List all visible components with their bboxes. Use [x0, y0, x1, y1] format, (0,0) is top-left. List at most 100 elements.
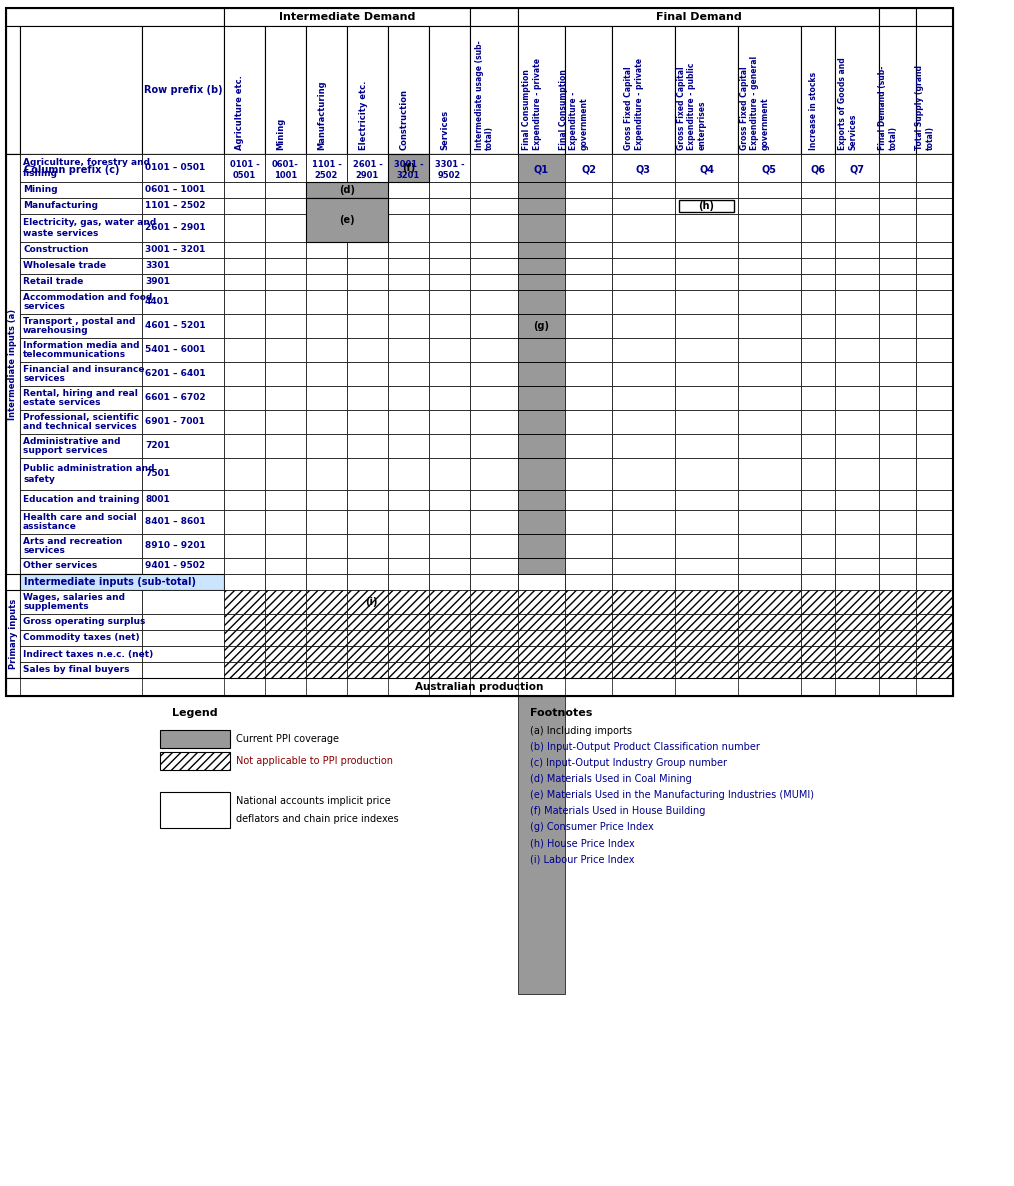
Bar [879, 213, 916, 242]
Bar [612, 614, 675, 630]
Bar [224, 274, 265, 291]
Bar [675, 242, 738, 259]
Bar [675, 534, 738, 557]
Bar [20, 589, 142, 614]
Bar [675, 557, 738, 574]
Bar [738, 557, 801, 574]
Bar [347, 410, 388, 434]
Bar [675, 385, 738, 410]
Text: Services: Services [440, 110, 449, 149]
Bar [612, 534, 675, 557]
Bar [801, 434, 835, 458]
Text: Agriculture etc.: Agriculture etc. [235, 75, 244, 149]
Bar [20, 338, 142, 362]
Text: 6601 – 6702: 6601 – 6702 [145, 394, 206, 402]
Bar [429, 510, 470, 534]
Bar [224, 662, 265, 678]
Bar [801, 338, 835, 362]
Bar [306, 181, 388, 198]
Bar [916, 490, 953, 510]
Text: Indirect taxes n.e.c. (net): Indirect taxes n.e.c. (net) [23, 650, 153, 658]
Bar [306, 314, 347, 338]
Bar [265, 291, 306, 314]
Bar [142, 458, 224, 490]
Bar [916, 646, 953, 662]
Bar [470, 338, 518, 362]
Bar [565, 510, 612, 534]
Bar [470, 630, 518, 646]
Bar [388, 574, 429, 589]
Bar [835, 181, 879, 198]
Bar [518, 181, 565, 198]
Bar [20, 534, 142, 557]
Bar [429, 434, 470, 458]
Bar [518, 274, 565, 291]
Bar [801, 314, 835, 338]
Text: Agriculture, forestry and: Agriculture, forestry and [23, 159, 150, 167]
Bar [518, 458, 565, 490]
Bar [470, 534, 518, 557]
Text: warehousing: warehousing [23, 326, 88, 334]
Bar [20, 154, 142, 186]
Text: services: services [23, 301, 65, 311]
Bar [835, 614, 879, 630]
Bar [388, 154, 429, 181]
Bar [879, 154, 916, 186]
Bar [347, 274, 388, 291]
Text: Q5: Q5 [762, 165, 777, 176]
Bar [565, 362, 612, 385]
Bar [388, 198, 429, 213]
Bar [224, 510, 265, 534]
Text: Health care and social: Health care and social [23, 514, 137, 522]
Bar [801, 557, 835, 574]
Bar [224, 534, 265, 557]
Bar [916, 410, 953, 434]
Bar [20, 662, 142, 678]
Bar [265, 213, 306, 242]
Text: Legend: Legend [172, 708, 218, 718]
Text: National accounts implicit price: National accounts implicit price [236, 796, 390, 806]
Bar [835, 646, 879, 662]
Text: waste services: waste services [23, 229, 98, 237]
Bar [675, 510, 738, 534]
Bar [675, 434, 738, 458]
Text: Arts and recreation: Arts and recreation [23, 537, 123, 547]
Bar [801, 589, 835, 614]
Bar [738, 510, 801, 534]
Bar [306, 630, 347, 646]
Bar [835, 259, 879, 274]
Bar [6, 26, 20, 154]
Bar [879, 662, 916, 678]
Bar [306, 198, 388, 242]
Bar [20, 574, 224, 589]
Text: Education and training: Education and training [23, 496, 140, 504]
Bar [20, 410, 142, 434]
Bar [518, 574, 565, 589]
Bar [801, 490, 835, 510]
Bar [565, 385, 612, 410]
Text: Footnotes: Footnotes [530, 708, 592, 718]
Bar [20, 458, 142, 490]
Bar [265, 410, 306, 434]
Bar [265, 534, 306, 557]
Bar [916, 630, 953, 646]
Bar [675, 198, 738, 213]
Bar [518, 259, 565, 274]
Bar [612, 646, 675, 662]
Bar [6, 154, 20, 186]
Bar [224, 490, 265, 510]
Bar [518, 557, 565, 574]
Bar [20, 198, 142, 213]
Bar [265, 630, 306, 646]
Bar [738, 630, 801, 646]
Bar [470, 557, 518, 574]
Bar [265, 338, 306, 362]
Bar [6, 8, 953, 696]
Bar [738, 154, 801, 181]
Bar [612, 338, 675, 362]
Bar [518, 154, 565, 186]
Bar [306, 458, 347, 490]
Bar [306, 154, 347, 181]
Bar [470, 154, 518, 181]
Bar [565, 274, 612, 291]
